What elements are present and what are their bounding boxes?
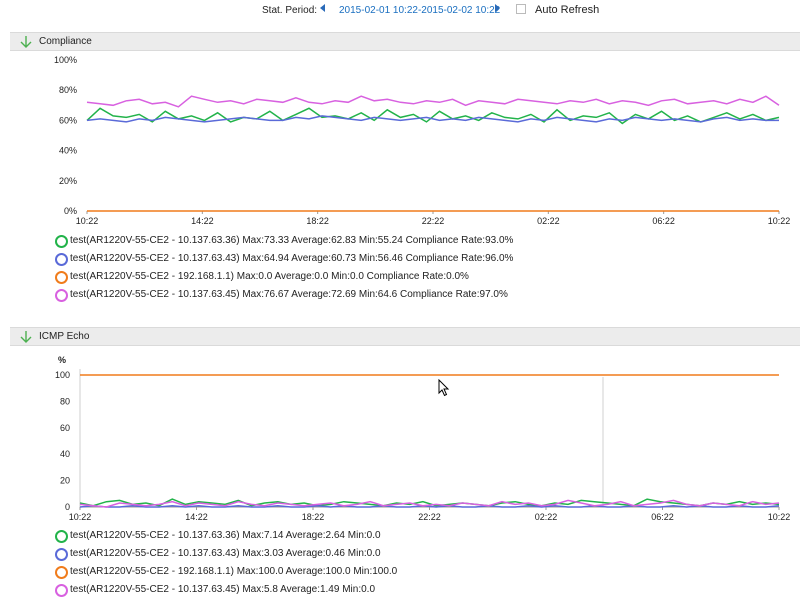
mouse-cursor-icon bbox=[438, 379, 450, 397]
auto-refresh-checkbox[interactable] bbox=[516, 4, 526, 14]
legend-series-circle-icon[interactable] bbox=[55, 548, 68, 561]
legend-item-text: test(AR1220V-55-CE2 - 10.137.63.45) Max:… bbox=[70, 584, 375, 595]
y-tick-label: 20% bbox=[59, 176, 77, 186]
series-line-2[interactable] bbox=[86, 115, 779, 123]
stat-period-label: Stat. Period: bbox=[262, 5, 318, 16]
legend-series-circle-icon[interactable] bbox=[55, 253, 68, 266]
series-line-2[interactable] bbox=[79, 504, 780, 508]
legend-item-text: test(AR1220V-55-CE2 - 10.137.63.36) Max:… bbox=[70, 530, 381, 541]
auto-refresh-label[interactable]: Auto Refresh bbox=[535, 4, 600, 16]
legend-series-circle-icon[interactable] bbox=[55, 566, 68, 579]
x-tick-label: 02:22 bbox=[537, 216, 560, 226]
x-tick-label: 06:22 bbox=[651, 512, 674, 522]
compliance-panel-header[interactable]: Compliance bbox=[10, 32, 800, 51]
collapse-arrow-down-icon[interactable] bbox=[20, 35, 32, 49]
x-tick-label: 14:22 bbox=[185, 512, 208, 522]
y-axis-unit-label: % bbox=[58, 355, 66, 365]
x-tick-label: 18:22 bbox=[306, 216, 329, 226]
legend-item-text: test(AR1220V-55-CE2 - 10.137.63.43) Max:… bbox=[70, 253, 514, 264]
next-period-arrow-icon[interactable] bbox=[495, 4, 500, 12]
x-tick-label: 10:22 bbox=[768, 512, 791, 522]
x-tick-label: 10:22 bbox=[768, 216, 791, 226]
legend-item-text: test(AR1220V-55-CE2 - 10.137.63.36) Max:… bbox=[70, 235, 514, 246]
series-line-4[interactable] bbox=[79, 499, 780, 508]
y-tick-label: 80% bbox=[59, 85, 77, 95]
legend-item-text: test(AR1220V-55-CE2 - 10.137.63.43) Max:… bbox=[70, 548, 381, 559]
x-tick-label: 18:22 bbox=[302, 512, 325, 522]
x-tick-label: 22:22 bbox=[418, 512, 441, 522]
icmp-echo-panel-header[interactable]: ICMP Echo bbox=[10, 327, 800, 346]
y-tick-label: 100% bbox=[54, 55, 77, 65]
compliance-panel-title: Compliance bbox=[39, 36, 92, 47]
compliance-line-chart: 0% 20% 40% 60% 80% 100% 10:22 14:22 18:22 22:22 02… bbox=[54, 55, 791, 226]
legend-item-text: test(AR1220V-55-CE2 - 10.137.63.45) Max:… bbox=[70, 289, 508, 300]
legend-series-circle-icon[interactable] bbox=[55, 271, 68, 284]
stat-period-toolbar: Stat. Period: 2015-02-01 10:22-2015-02-0… bbox=[0, 0, 800, 22]
y-tick-label: 60 bbox=[60, 423, 70, 433]
legend-series-circle-icon[interactable] bbox=[55, 584, 68, 597]
icmp-echo-panel-title: ICMP Echo bbox=[39, 331, 90, 342]
legend-item-text: test(AR1220V-55-CE2 - 192.168.1.1) Max:1… bbox=[70, 566, 398, 577]
y-tick-label: 0% bbox=[64, 206, 77, 216]
y-tick-label: 0 bbox=[65, 502, 70, 512]
stat-period-value-link[interactable]: 2015-02-01 10:22-2015-02-02 10:22 bbox=[339, 5, 501, 16]
legend-series-circle-icon[interactable] bbox=[55, 530, 68, 543]
x-tick-label: 02:22 bbox=[535, 512, 558, 522]
y-tick-label: 60% bbox=[59, 115, 77, 125]
y-tick-label: 40% bbox=[59, 146, 77, 156]
collapse-arrow-down-icon[interactable] bbox=[20, 330, 32, 344]
x-tick-label: 10:22 bbox=[76, 216, 99, 226]
x-tick-label: 22:22 bbox=[422, 216, 445, 226]
series-line-4[interactable] bbox=[86, 95, 780, 108]
legend-item-text: test(AR1220V-55-CE2 - 192.168.1.1) Max:0… bbox=[70, 271, 469, 282]
legend-series-circle-icon[interactable] bbox=[55, 235, 68, 248]
x-tick-label: 10:22 bbox=[69, 512, 92, 522]
series-line-1[interactable] bbox=[86, 107, 780, 125]
y-tick-label: 100 bbox=[55, 370, 70, 380]
x-tick-label: 14:22 bbox=[191, 216, 214, 226]
y-tick-label: 20 bbox=[60, 476, 70, 486]
y-tick-label: 40 bbox=[60, 449, 70, 459]
icmp-echo-line-chart: 0 20 40 60 80 100% 10:22 14:22 18:22 22:22 02:22 06… bbox=[55, 355, 791, 522]
legend-series-circle-icon[interactable] bbox=[55, 289, 68, 302]
x-tick-label: 06:22 bbox=[652, 216, 675, 226]
previous-period-arrow-icon[interactable] bbox=[320, 4, 325, 12]
y-tick-label: 80 bbox=[60, 396, 70, 406]
